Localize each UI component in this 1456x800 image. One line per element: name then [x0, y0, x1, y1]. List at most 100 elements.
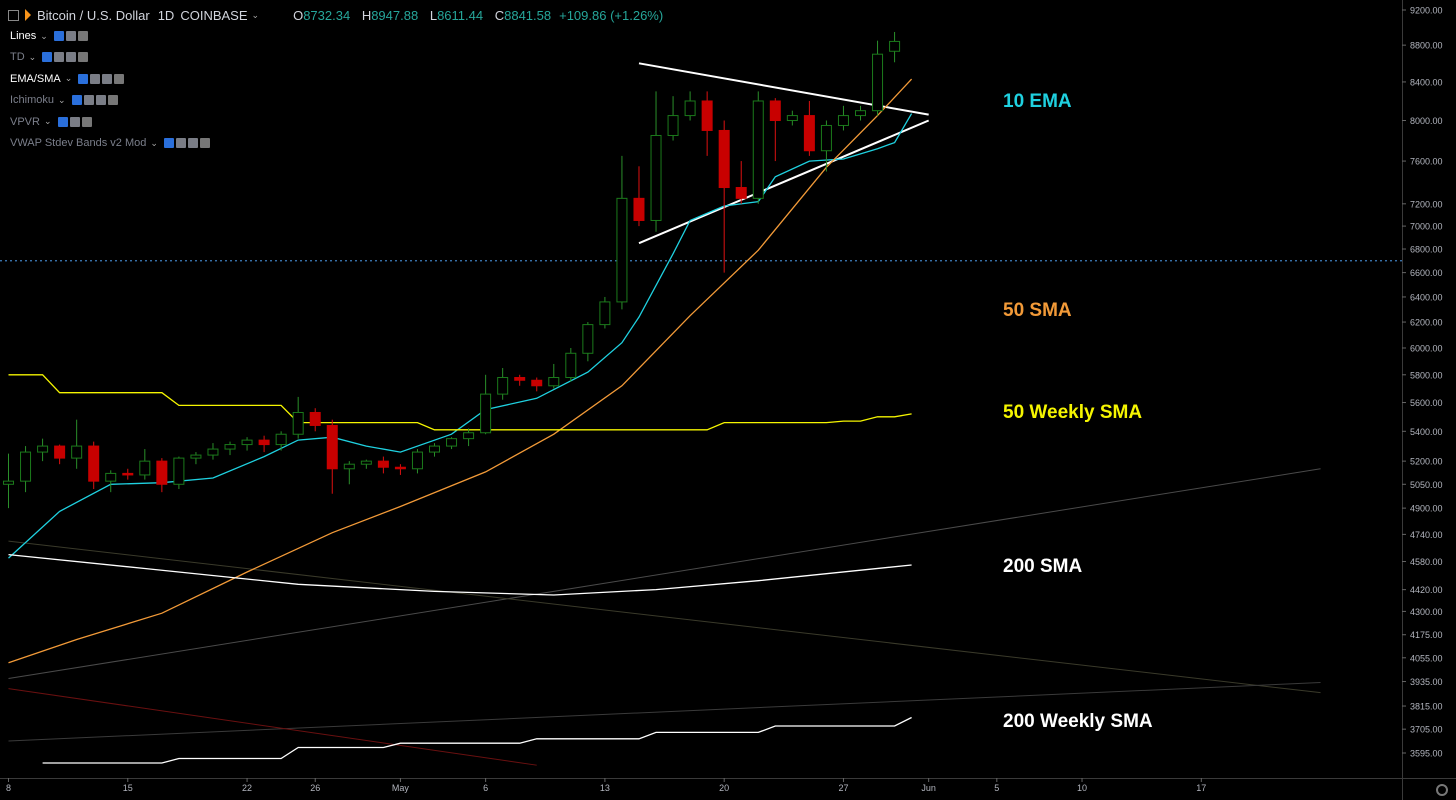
candle: [718, 120, 730, 273]
candle: [735, 161, 747, 204]
candle: [258, 435, 270, 453]
indicator-name[interactable]: Lines: [10, 30, 37, 42]
candle-body: [616, 197, 628, 303]
50-sma-label: 50 SMA: [1003, 300, 1072, 321]
candle: [684, 91, 696, 121]
candle: [752, 91, 764, 204]
close-icon[interactable]: [107, 95, 118, 106]
close-icon[interactable]: [114, 73, 125, 84]
chevron-down-icon[interactable]: ⌄: [40, 30, 48, 41]
price-tick-label: 3935.00: [1410, 677, 1443, 687]
eye-icon[interactable]: [53, 31, 64, 41]
price-tick-label: 8000.00: [1410, 116, 1443, 126]
indicator-row[interactable]: TD ⌄: [10, 49, 90, 65]
candle: [667, 96, 679, 141]
indicator-row[interactable]: Lines ⌄: [10, 28, 90, 44]
candle-body: [139, 460, 151, 476]
gear-icon[interactable]: [69, 116, 80, 127]
collapse-icon[interactable]: [8, 9, 19, 21]
eye-icon[interactable]: [42, 52, 53, 63]
gear-icon[interactable]: [90, 73, 101, 84]
close-icon[interactable]: [199, 138, 210, 148]
interval-label[interactable]: 1D: [157, 7, 175, 23]
indicator-name[interactable]: VPVR: [10, 115, 40, 128]
price-tick-label: 3705.00: [1410, 725, 1443, 735]
indicator-name[interactable]: EMA/SMA: [10, 72, 61, 85]
red-line-trendline: [8, 688, 537, 766]
chevron-down-icon[interactable]: ⌄: [64, 73, 73, 84]
indicator-row[interactable]: Ichimoku ⌄: [10, 92, 120, 108]
chevron-down-icon[interactable]: ⌄: [150, 137, 158, 148]
candles-layer: [3, 31, 901, 509]
source-code-icon[interactable]: [66, 52, 77, 63]
gear-icon[interactable]: [175, 138, 186, 148]
candle-body: [156, 460, 168, 485]
source-code-icon[interactable]: [187, 138, 198, 148]
candle: [701, 91, 713, 156]
candle-body: [548, 377, 560, 387]
candle: [394, 464, 406, 475]
eye-icon[interactable]: [163, 138, 174, 148]
candle-body: [241, 439, 253, 446]
price-tick-label: 4300.00: [1410, 607, 1443, 617]
candle-body: [803, 115, 815, 152]
candle: [531, 377, 543, 392]
candle-body: [837, 115, 849, 126]
price-tick-label: 4055.00: [1410, 653, 1443, 663]
chevron-down-icon[interactable]: ⌄: [28, 51, 37, 62]
exchange-label[interactable]: COINBASE: [180, 7, 248, 23]
eye-icon[interactable]: [57, 116, 68, 127]
candle: [54, 444, 66, 465]
eye-icon[interactable]: [71, 95, 82, 106]
indicator-row[interactable]: EMA/SMA ⌄: [10, 71, 126, 87]
chevron-down-icon[interactable]: ⌄: [58, 94, 66, 105]
candle-body: [735, 187, 747, 199]
time-tick-label: 27: [838, 783, 848, 793]
indicator-row[interactable]: VWAP Stdev Bands v2 Mod ⌄: [10, 135, 212, 151]
close-icon[interactable]: [81, 116, 92, 127]
close-icon[interactable]: [77, 31, 88, 41]
candle-body: [752, 100, 764, 199]
candle: [803, 100, 815, 156]
candle-body: [497, 377, 509, 395]
candle: [837, 105, 849, 131]
candle-body: [3, 480, 14, 485]
price-tick-label: 4420.00: [1410, 585, 1443, 595]
candle-body: [531, 379, 543, 387]
candle: [292, 396, 304, 439]
candle-body: [701, 100, 713, 131]
price-tick-label: 3595.00: [1410, 749, 1443, 759]
indicator-name[interactable]: TD: [10, 51, 25, 64]
time-tick-label: 5: [994, 783, 999, 793]
candle-body: [20, 451, 32, 482]
price-tick-label: 6600.00: [1410, 268, 1443, 278]
indicator-name[interactable]: Ichimoku: [10, 94, 55, 107]
bitcoin-logo-icon: [25, 9, 31, 21]
candle: [224, 441, 236, 456]
candle: [377, 456, 389, 474]
10-ema-line: [8, 113, 913, 559]
chevron-down-icon[interactable]: ⌄: [251, 9, 260, 20]
settings-icon[interactable]: [1436, 784, 1448, 796]
indicator-row[interactable]: VPVR ⌄: [10, 114, 94, 130]
chevron-down-icon[interactable]: ⌄: [43, 116, 52, 127]
gear-icon[interactable]: [54, 52, 65, 63]
eye-icon[interactable]: [78, 73, 89, 84]
time-tick-label: 22: [242, 783, 252, 793]
gear-icon[interactable]: [65, 31, 76, 41]
time-tick-label: Jun: [921, 783, 936, 793]
symbol-title[interactable]: Bitcoin / U.S. Dollar: [37, 7, 150, 23]
candle-body: [599, 301, 611, 326]
source-code-icon[interactable]: [102, 73, 113, 84]
low-value: 8611.44: [437, 7, 484, 23]
candle: [275, 431, 287, 451]
price-tick-label: 7000.00: [1410, 222, 1443, 232]
chart-header: Bitcoin / U.S. Dollar 1D COINBASE ⌄ O873…: [8, 6, 663, 24]
candle-body: [105, 472, 117, 482]
indicator-name[interactable]: VWAP Stdev Bands v2 Mod: [10, 137, 147, 149]
source-code-icon[interactable]: [95, 95, 106, 106]
close-icon[interactable]: [78, 52, 89, 63]
candle-body: [514, 377, 526, 381]
gear-icon[interactable]: [83, 95, 94, 106]
